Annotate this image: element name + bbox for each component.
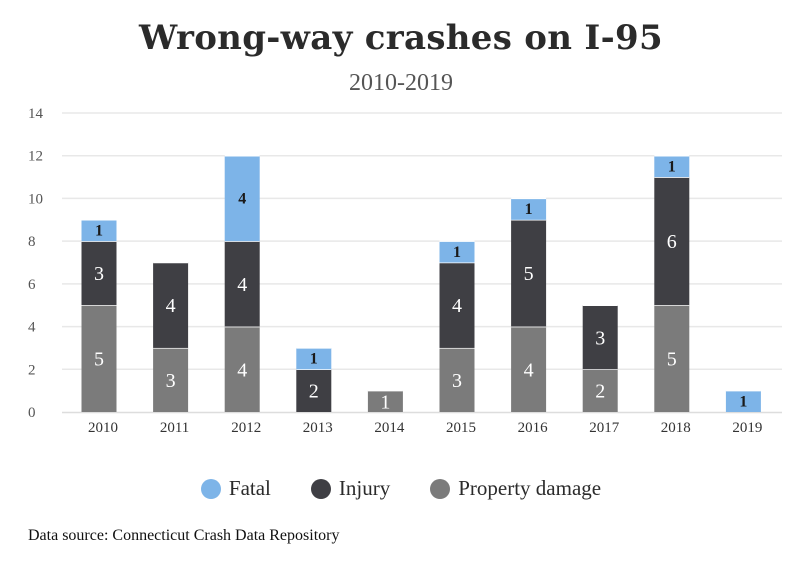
bar-fatal-2016	[511, 198, 547, 220]
y-tick-label-2: 2	[28, 362, 36, 378]
data-label-property-2011: 3	[166, 370, 176, 392]
bar-fatal-2013	[296, 347, 332, 370]
legend-swatch-property-damage	[430, 478, 451, 499]
data-label-property-2014: 1	[380, 391, 390, 413]
x-tick-label-2012: 2012	[231, 420, 261, 436]
y-tick-label-6: 6	[28, 277, 36, 293]
bar-injury-2011	[153, 262, 189, 348]
data-label-property-2018: 5	[667, 349, 677, 371]
bar-property-2014	[367, 390, 403, 412]
x-tick-label-2010: 2010	[88, 420, 118, 436]
data-label-injury-2013: 2	[309, 381, 319, 403]
data-label-fatal-2012: 4	[238, 190, 246, 207]
bar-fatal-2015	[439, 241, 475, 263]
data-source-note: Data source: Connecticut Crash Data Repo…	[28, 527, 340, 544]
data-label-property-2010: 5	[94, 349, 104, 371]
bar-property-2010	[81, 305, 117, 412]
y-tick-label-10: 10	[28, 191, 43, 207]
legend-label-property-damage: Property damage	[458, 476, 602, 500]
data-label-property-2016: 4	[524, 359, 534, 381]
x-tick-label-2011: 2011	[160, 420, 189, 436]
x-tick-label-2014: 2014	[374, 420, 405, 436]
data-label-injury-2010: 3	[94, 263, 104, 285]
y-tick-label-14: 14	[28, 106, 44, 122]
bar-property-2011	[153, 347, 189, 412]
data-label-injury-2012: 4	[237, 274, 247, 296]
bar-property-2016	[511, 326, 547, 412]
chart-title: Wrong-way crashes on I-95	[139, 18, 663, 58]
data-label-injury-2018: 6	[667, 231, 677, 253]
legend-item-property-damage: Property damage	[430, 476, 601, 501]
y-tick-label-4: 4	[28, 320, 36, 336]
legend-swatch-injury	[310, 478, 331, 499]
x-tick-label-2017: 2017	[589, 420, 620, 436]
data-label-fatal-2013: 1	[310, 351, 318, 368]
bar-property-2012	[224, 326, 260, 412]
bar-property-2018	[654, 305, 690, 412]
bar-injury-2010	[81, 241, 117, 306]
data-label-fatal-2016: 1	[525, 201, 533, 218]
bar-fatal-2010	[81, 219, 117, 242]
data-label-property-2015: 3	[452, 370, 462, 392]
legend-item-fatal: Fatal	[200, 476, 271, 501]
chart-legend: Fatal Injury Property damage	[0, 476, 802, 501]
x-tick-label-2013: 2013	[303, 420, 333, 436]
data-label-property-2012: 4	[237, 359, 247, 381]
data-label-injury-2016: 5	[524, 263, 534, 285]
data-label-fatal-2018: 1	[668, 158, 676, 175]
bar-fatal-2019	[725, 390, 761, 412]
legend-label-injury: Injury	[338, 476, 391, 500]
y-tick-label-8: 8	[28, 234, 36, 250]
x-tick-label-2019: 2019	[732, 420, 762, 436]
bar-injury-2016	[511, 219, 547, 327]
bar-property-2015	[439, 347, 475, 412]
legend-label-fatal: Fatal	[228, 476, 271, 500]
bar-fatal-2018	[654, 155, 690, 178]
x-tick-label-2015: 2015	[446, 420, 476, 436]
x-tick-label-2016: 2016	[518, 420, 549, 436]
data-label-fatal-2019: 1	[739, 393, 747, 410]
bar-injury-2015	[439, 262, 475, 348]
bar-injury-2013	[296, 369, 332, 412]
data-label-fatal-2015: 1	[453, 244, 461, 261]
bar-injury-2018	[654, 177, 690, 306]
legend-item-injury: Injury	[310, 476, 391, 501]
data-label-fatal-2010: 1	[95, 222, 103, 239]
bar-injury-2017	[582, 305, 618, 370]
data-label-injury-2011: 4	[166, 295, 176, 317]
bar-injury-2012	[224, 241, 260, 327]
data-label-property-2017: 2	[595, 381, 605, 403]
y-tick-label-12: 12	[28, 149, 43, 165]
y-tick-label-0: 0	[28, 405, 36, 421]
data-label-injury-2015: 4	[452, 295, 462, 317]
bar-fatal-2012	[224, 155, 260, 242]
data-label-injury-2017: 3	[595, 327, 605, 349]
x-tick-label-2018: 2018	[661, 420, 691, 436]
bar-property-2017	[582, 369, 618, 412]
legend-swatch-fatal	[200, 478, 221, 499]
chart-subtitle: 2010-2019	[349, 70, 453, 96]
